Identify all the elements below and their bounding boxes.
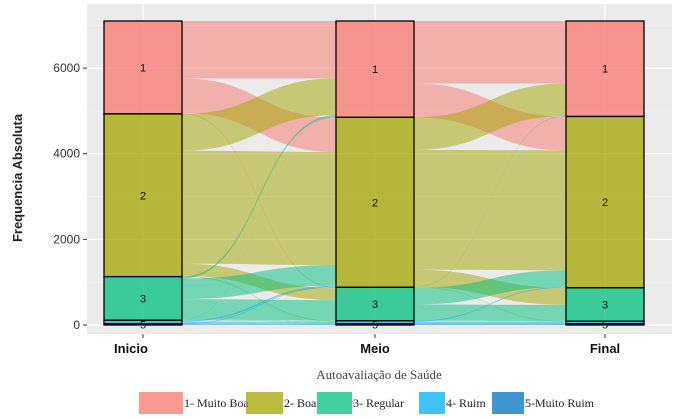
segment-label: 5 [602, 319, 608, 331]
stage-segment-5 [103, 323, 183, 326]
flow-4-to-2 [414, 286, 566, 322]
legend-label-4: 4- Ruim [446, 396, 486, 410]
segment-label: 2 [602, 197, 608, 209]
flows [182, 21, 566, 325]
flow-2-to-1 [182, 78, 336, 151]
flow-2-to-2 [182, 150, 336, 266]
legend-swatch-4 [419, 392, 445, 414]
flow-2-to-1 [414, 83, 566, 150]
flow-4-to-4 [414, 321, 566, 324]
flow-4-to-5 [182, 323, 336, 325]
segment-label: 2 [140, 190, 146, 202]
x-axis-label: Autoavaliação de Saúde [316, 367, 442, 382]
legend-label-5: 5-Muito Ruim [525, 396, 595, 410]
flow-1-to-1 [182, 21, 336, 79]
flow-3-to-2 [414, 270, 566, 305]
flow-5-to-2 [182, 286, 336, 325]
legend-label-1: 1- Muito Boa [184, 396, 249, 410]
legend: 1- Muito Boa 2- Boa 3- Regular 4- Ruim 5-Mui… [139, 392, 595, 414]
stage-segment-2 [103, 113, 183, 278]
flow-3-to-3 [182, 299, 336, 321]
stage-segment-1 [103, 20, 183, 115]
y-tick-label: 4000 [53, 147, 80, 161]
segment-label: 5 [140, 319, 146, 331]
segment-label: 3 [602, 299, 608, 311]
legend-swatch-5 [492, 392, 524, 414]
segment-label: 3 [372, 299, 378, 311]
y-axis-label: Frequencia Absoluta [10, 113, 25, 242]
segment-label: 2 [372, 197, 378, 209]
segment-label: 3 [140, 293, 146, 305]
legend-label-3: 3- Regular [353, 396, 404, 410]
stage-bars: 1 2 3 5 1 2 3 5 1 2 3 5 [103, 20, 645, 331]
segment-label: 1 [140, 62, 146, 74]
stage-segment-5 [565, 323, 645, 326]
segment-label: 1 [602, 64, 608, 76]
flow-3-to-1 [414, 116, 566, 288]
flow-3-to-2 [182, 265, 336, 300]
stage-segment-3 [103, 275, 183, 321]
flow-3-to-1 [182, 115, 336, 279]
segment-label: 5 [372, 319, 378, 331]
flow-4-to-1 [182, 117, 336, 321]
legend-swatch-2 [246, 392, 283, 414]
stage-segment-5 [335, 323, 415, 326]
flow-5-to-5 [414, 323, 566, 325]
y-tick-label: 0 [73, 318, 80, 332]
stage-segment-1 [335, 20, 415, 118]
x-tick-label: Final [590, 341, 620, 356]
y-axis: 0 2000 4000 6000 [53, 61, 87, 332]
x-axis: Inicio Meio Final [114, 334, 620, 356]
flow-2-to-4 [182, 275, 336, 322]
flow-2-to-2 [414, 149, 566, 271]
x-tick-label: Inicio [114, 341, 148, 356]
stage-segment-2 [565, 115, 645, 289]
y-tick-label: 2000 [53, 232, 80, 246]
legend-swatch-3 [317, 392, 352, 414]
flow-4-to-2 [182, 285, 336, 322]
flow-3-to-3 [414, 304, 566, 322]
flow-4-to-4 [182, 321, 336, 324]
legend-label-2: 2- Boa [284, 396, 317, 410]
flow-1-to-1 [414, 21, 566, 84]
flow-5-to-5 [182, 324, 336, 325]
x-tick-label: Meio [360, 341, 390, 356]
legend-swatch-1 [139, 392, 183, 414]
y-tick-label: 6000 [53, 61, 80, 75]
segment-label: 1 [372, 64, 378, 76]
